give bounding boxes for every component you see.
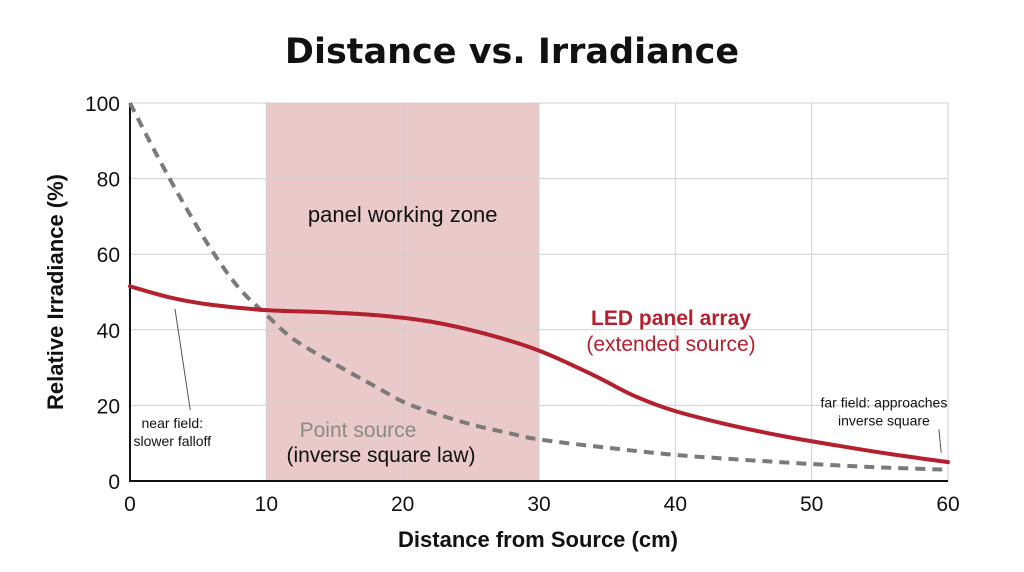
y-tick-label: 80 — [97, 169, 120, 192]
annotation-far-line: inverse square — [838, 412, 930, 428]
chart-title: Distance vs. Irradiance — [285, 32, 739, 72]
annotation-near-line: slower falloff — [133, 433, 211, 449]
annotation-near-line: near field: — [142, 415, 203, 431]
y-tick-label: 100 — [85, 93, 120, 116]
led-panel-line — [128, 284, 950, 465]
x-tick-label: 60 — [936, 493, 959, 516]
x-tick-label: 40 — [664, 493, 687, 516]
x-tick-label: 50 — [800, 493, 823, 516]
y-tick-label: 40 — [97, 320, 120, 343]
led-series-sublabel: (extended source) — [586, 333, 755, 356]
y-axis-title: Relative Irradiance (%) — [43, 174, 68, 410]
x-tick-label: 10 — [255, 493, 278, 516]
x-axis-title: Distance from Source (cm) — [398, 527, 678, 552]
point-series-label: Point source — [300, 419, 417, 442]
led-series-label: LED panel array — [591, 307, 751, 330]
annotation-far-pointer — [938, 429, 942, 453]
x-tick-label: 0 — [124, 493, 136, 516]
point-source-line — [128, 102, 949, 472]
annotation-near-pointer — [174, 308, 191, 411]
y-tick-label: 20 — [97, 395, 120, 418]
y-tick-label: 0 — [108, 471, 120, 494]
annotation-far-line: far field: approaches — [820, 394, 947, 410]
y-tick-label: 60 — [97, 244, 120, 267]
x-tick-label: 30 — [527, 493, 550, 516]
x-tick-label: 20 — [391, 493, 414, 516]
point-series-sublabel: (inverse square law) — [286, 444, 475, 467]
